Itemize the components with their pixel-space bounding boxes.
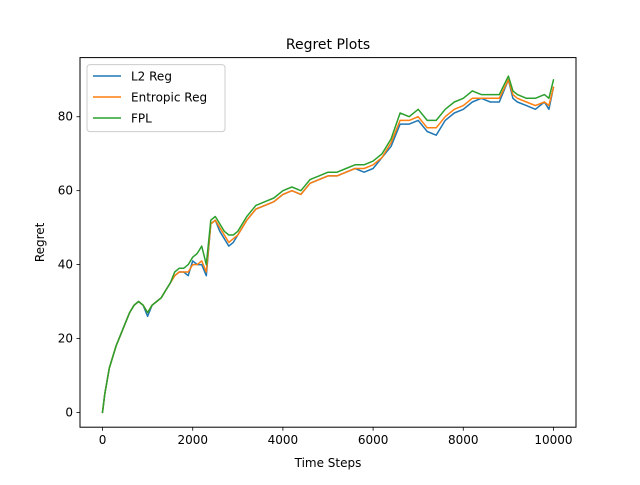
- x-tick-label: 10000: [534, 433, 572, 447]
- x-axis-label: Time Steps: [294, 456, 362, 470]
- y-tick-label: 60: [58, 184, 73, 198]
- y-tick-label: 20: [58, 331, 73, 345]
- y-tick-label: 40: [58, 258, 73, 272]
- x-tick-label: 4000: [268, 433, 299, 447]
- x-tick-label: 2000: [177, 433, 208, 447]
- legend-label-1: Entropic Reg: [131, 91, 207, 105]
- y-axis: 0 20 40 60 80: [58, 110, 80, 419]
- x-tick-label: 0: [99, 433, 107, 447]
- plot-lines: [101, 75, 555, 414]
- y-tick-label: 80: [58, 110, 73, 124]
- legend-label-2: FPL: [131, 112, 152, 126]
- y-tick-label: 0: [65, 405, 73, 419]
- x-tick-label: 8000: [448, 433, 479, 447]
- x-axis: 0 2000 4000 6000 8000 10000: [99, 427, 573, 447]
- axes-frame: [79, 57, 577, 428]
- x-tick-label: 6000: [358, 433, 389, 447]
- legend-label-0: L2 Reg: [131, 70, 172, 84]
- y-axis-label: Regret: [33, 222, 47, 262]
- legend: L2 Reg Entropic Reg FPL: [86, 64, 226, 133]
- series-line-2: [101, 75, 555, 414]
- legend-box: [86, 64, 226, 133]
- chart-title: Regret Plots: [286, 37, 370, 53]
